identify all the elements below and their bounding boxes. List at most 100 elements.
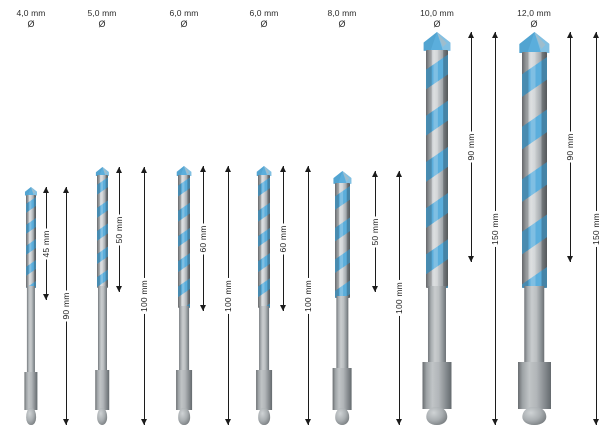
arrowhead-up-icon — [200, 166, 206, 172]
shank-ball-end — [426, 407, 448, 425]
bit-header-bit-8-0: 8,0 mm Ø — [328, 8, 357, 30]
working-length-dimension-bit-5-0: 50 mm — [112, 167, 126, 292]
flute-helix-stripes — [334, 182, 350, 298]
cylindrical-shaft — [97, 286, 107, 370]
helical-flute-section — [521, 52, 547, 288]
arrowhead-down-icon — [63, 419, 69, 425]
working-length-dimension-bit-10-0: 90 mm — [464, 32, 478, 262]
drill-bit-bit-5-0 — [94, 167, 110, 425]
shank-ball-end — [521, 407, 547, 425]
arrowhead-up-icon — [116, 167, 122, 173]
drill-bit-bit-4-0 — [24, 187, 38, 425]
diameter-symbol-icon: Ø — [433, 19, 441, 29]
working-length-dimension-bit-12-0: 90 mm — [563, 32, 577, 262]
cylindrical-shaft — [179, 306, 189, 370]
carbide-tip-icon — [518, 32, 550, 54]
arrowhead-down-icon — [492, 419, 498, 425]
dimension-value-label: 90 mm — [465, 131, 477, 163]
dimension-value-label: 90 mm — [60, 290, 72, 322]
carbide-tip-icon — [332, 171, 352, 184]
shank-ball-end — [96, 408, 108, 425]
arrowhead-down-icon — [396, 419, 402, 425]
bit-diameter-label: 6,0 mm — [169, 8, 199, 18]
bit-header-bit-12-0: 12,0 mm Ø — [517, 8, 551, 30]
flute-helix-stripes — [521, 52, 547, 288]
drill-bit-bit-10-0 — [422, 32, 452, 425]
drill-bit-bit-6-0-b — [256, 166, 272, 425]
shank-ball-end — [26, 408, 36, 425]
cylindrical-shaft — [335, 296, 349, 368]
working-length-dimension-bit-6-0-b: 60 mm — [276, 166, 290, 311]
cylindrical-shaft — [259, 306, 269, 370]
carbide-tip-icon — [256, 166, 272, 177]
hex-shank — [24, 372, 38, 410]
arrowhead-up-icon — [593, 32, 599, 38]
drill-bit-bit-8-0 — [332, 171, 352, 425]
total-length-dimension-bit-10-0: 150 mm — [488, 32, 502, 425]
flute-helix-stripes — [426, 49, 448, 288]
dimension-value-label: 60 mm — [277, 223, 289, 254]
dimension-value-label: 150 mm — [590, 210, 602, 247]
dimension-value-label: 50 mm — [113, 214, 125, 245]
helical-flute-section — [26, 194, 36, 288]
working-length-dimension-bit-6-0-a: 60 mm — [196, 166, 210, 311]
arrowhead-down-icon — [116, 286, 122, 292]
working-length-dimension-bit-4-0: 45 mm — [39, 187, 53, 300]
arrowhead-down-icon — [593, 419, 599, 425]
bit-header-bit-4-0: 4,0 mm Ø — [17, 8, 46, 30]
diameter-symbol-icon: Ø — [260, 19, 268, 29]
bit-diameter-label: 5,0 mm — [87, 8, 117, 18]
cylindrical-shaft — [523, 286, 545, 362]
arrowhead-up-icon — [372, 171, 378, 177]
arrowhead-up-icon — [468, 32, 474, 38]
dimension-value-label: 150 mm — [489, 210, 501, 247]
arrowhead-up-icon — [43, 187, 49, 193]
total-length-dimension-bit-4-0: 90 mm — [59, 187, 73, 425]
diameter-symbol-icon: Ø — [180, 19, 188, 29]
carbide-tip-icon — [95, 167, 109, 177]
dimension-value-label: 45 mm — [40, 228, 52, 259]
dimension-value-label: 90 mm — [564, 131, 576, 163]
helical-flute-section — [426, 49, 448, 288]
bit-header-bit-6-0-a: 6,0 mm Ø — [170, 8, 199, 30]
flute-helix-stripes — [96, 175, 108, 288]
total-length-dimension-bit-6-0-a: 100 mm — [221, 166, 235, 425]
flute-helix-stripes — [258, 175, 270, 308]
diameter-symbol-icon: Ø — [530, 19, 538, 29]
hex-shank — [256, 370, 272, 410]
flute-helix-stripes — [26, 194, 36, 288]
bit-diameter-label: 4,0 mm — [16, 8, 46, 18]
arrowhead-down-icon — [372, 286, 378, 292]
hex-shank — [332, 368, 352, 410]
total-length-dimension-bit-6-0-b: 100 mm — [301, 166, 315, 425]
flute-helix-stripes — [178, 175, 190, 308]
bit-header-bit-5-0: 5,0 mm Ø — [88, 8, 117, 30]
bit-header-bit-6-0-b: 6,0 mm Ø — [250, 8, 279, 30]
helical-flute-section — [258, 175, 270, 308]
shank-ball-end — [258, 408, 270, 425]
carbide-tip-icon — [423, 32, 451, 51]
bit-header-bit-10-0: 10,0 mm Ø — [420, 8, 454, 30]
cylindrical-shaft — [26, 286, 36, 372]
total-length-dimension-bit-5-0: 100 mm — [137, 167, 151, 425]
bit-diameter-label: 8,0 mm — [327, 8, 357, 18]
dimension-value-label: 60 mm — [197, 223, 209, 254]
arrowhead-down-icon — [468, 256, 474, 262]
helical-flute-section — [96, 175, 108, 288]
bit-diameter-label: 12,0 mm — [517, 8, 551, 18]
dimension-value-label: 100 mm — [222, 277, 234, 314]
arrowhead-up-icon — [141, 167, 147, 173]
total-length-dimension-bit-12-0: 150 mm — [589, 32, 603, 425]
arrowhead-up-icon — [396, 171, 402, 177]
total-length-dimension-bit-8-0: 100 mm — [392, 171, 406, 425]
dimension-value-label: 50 mm — [369, 216, 381, 247]
arrowhead-up-icon — [280, 166, 286, 172]
dimension-value-label: 100 mm — [302, 277, 314, 314]
carbide-tip-icon — [176, 166, 192, 177]
arrowhead-down-icon — [280, 305, 286, 311]
bit-diameter-label: 6,0 mm — [249, 8, 279, 18]
arrowhead-down-icon — [43, 294, 49, 300]
dimension-value-label: 100 mm — [393, 280, 405, 316]
dimension-value-label: 100 mm — [138, 278, 150, 314]
